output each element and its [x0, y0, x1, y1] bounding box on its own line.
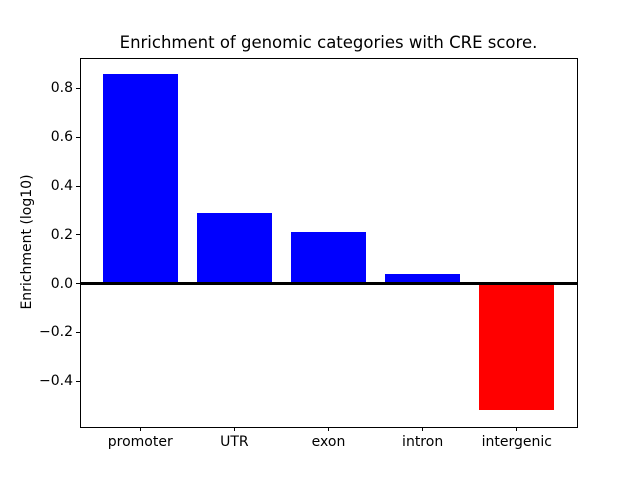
y-tick-mark: [76, 331, 80, 333]
x-tick-label-intron: intron: [402, 434, 444, 450]
bar-promoter: [102, 73, 178, 284]
y-tick-label: 0.8: [50, 80, 73, 97]
chart-title: Enrichment of genomic categories with CR…: [119, 33, 538, 52]
bar-intergenic: [479, 283, 555, 411]
x-tick-label-exon: exon: [311, 434, 346, 450]
x-tick-mark: [139, 427, 141, 431]
zero-line: [81, 282, 577, 286]
x-tick-label-promoter: promoter: [107, 434, 173, 450]
y-tick-mark: [76, 283, 80, 285]
y-tick-label: 0.4: [50, 178, 73, 195]
x-tick-mark: [328, 427, 329, 431]
y-tick-label: 0.0: [50, 275, 73, 292]
x-tick-label-UTR: UTR: [220, 434, 249, 450]
y-tick-mark: [76, 380, 80, 382]
y-tick-label: 0.6: [50, 129, 73, 146]
x-tick-mark: [233, 427, 235, 431]
y-tick-label: −0.2: [39, 324, 73, 341]
bar-intron: [384, 273, 461, 284]
y-tick-label: 0.2: [50, 226, 73, 243]
bar-UTR: [196, 212, 273, 284]
plot-area: [80, 58, 578, 428]
y-tick-mark: [76, 234, 80, 236]
y-tick-mark: [76, 185, 80, 187]
x-tick-label-intergenic: intergenic: [481, 434, 552, 450]
y-tick-label: −0.4: [39, 373, 73, 390]
x-tick-mark: [516, 427, 518, 431]
bar-exon: [290, 232, 367, 284]
y-tick-mark: [76, 136, 80, 138]
y-tick-mark: [76, 87, 80, 89]
x-tick-mark: [422, 427, 424, 431]
